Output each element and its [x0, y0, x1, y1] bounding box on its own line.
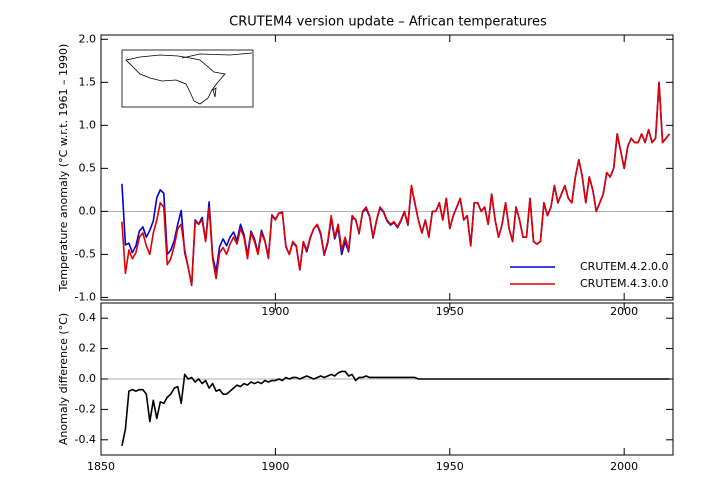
- legend-label: CRUTEM.4.2.0.0: [580, 260, 669, 273]
- series-line: [121, 81, 671, 286]
- y-tick-label: -0.5: [75, 247, 96, 260]
- legend-label: CRUTEM.4.3.0.0: [580, 277, 669, 290]
- y-tick-label: -1.0: [75, 290, 96, 303]
- y-tick-label: 1.0: [79, 118, 97, 131]
- x-tick-label: 1950: [436, 305, 464, 318]
- y-tick-label: 0.0: [79, 372, 97, 385]
- plot-frame: [100, 34, 674, 301]
- chart-title: CRUTEM4 version update – African tempera…: [229, 15, 547, 30]
- x-tick-label: 1900: [261, 460, 289, 473]
- y-tick-label: 1.5: [79, 75, 97, 88]
- y-axis-label: Anomaly difference (°C): [57, 313, 70, 445]
- y-tick-label: 0.4: [79, 311, 97, 324]
- y-tick-label: -0.4: [75, 433, 96, 446]
- x-tick-label: 1900: [261, 305, 289, 318]
- x-tick-label: 2000: [610, 460, 638, 473]
- y-axis-label: Temperature anomaly (°C w.r.t. 1961 – 19…: [57, 44, 70, 293]
- y-tick-label: -0.2: [75, 402, 96, 415]
- africa-outline: [125, 52, 253, 105]
- y-tick-label: 2.0: [79, 32, 97, 45]
- y-tick-label: 0.0: [79, 204, 97, 217]
- y-tick-label: 0.5: [79, 161, 97, 174]
- inset-frame: [121, 49, 254, 108]
- x-tick-label: 1850: [87, 460, 115, 473]
- x-tick-label: 2000: [610, 305, 638, 318]
- x-tick-label: 1950: [436, 460, 464, 473]
- series-line: [121, 370, 670, 447]
- y-tick-label: 0.2: [79, 342, 97, 355]
- inset-map: [121, 49, 254, 108]
